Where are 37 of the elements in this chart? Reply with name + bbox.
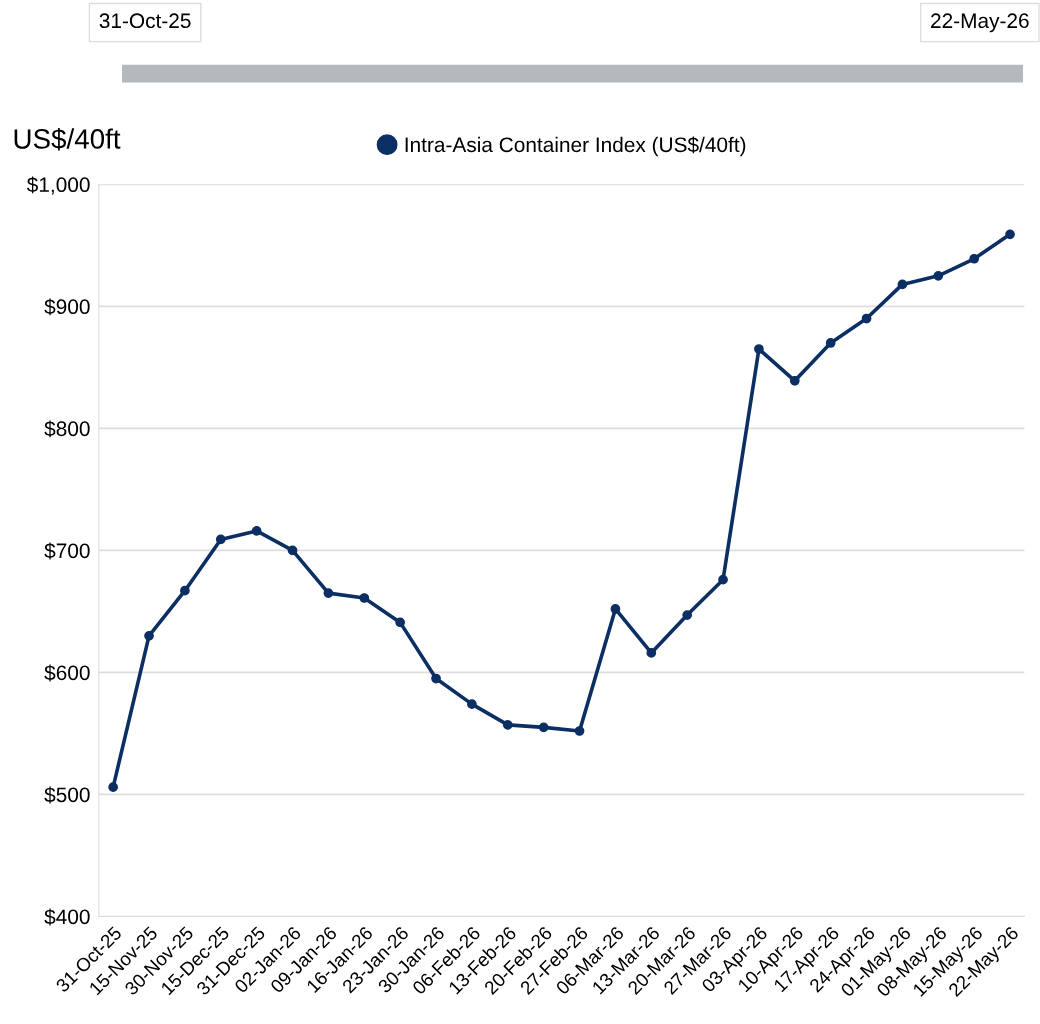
point [251, 526, 262, 536]
y-tick-label: $400 [44, 908, 90, 926]
point [467, 699, 477, 710]
point [861, 313, 872, 324]
text: 31-Oct-25 [99, 13, 191, 29]
y-tick-label: $700 [44, 542, 90, 560]
point [933, 270, 944, 281]
point [180, 585, 190, 596]
point [789, 375, 800, 386]
point [395, 617, 406, 628]
point [646, 648, 657, 658]
point [825, 338, 836, 348]
y-tick-label: $1,000 [26, 176, 90, 195]
y-axis-title: US$/40ft [14, 127, 121, 151]
point [574, 726, 585, 736]
point [108, 782, 119, 792]
point [754, 344, 764, 354]
point [359, 593, 370, 603]
y-tick-label: $600 [44, 664, 90, 682]
point [969, 253, 980, 264]
point [144, 630, 154, 641]
point [610, 604, 621, 614]
point [215, 534, 226, 545]
point [718, 574, 728, 585]
y-tick-label: $800 [44, 420, 90, 438]
y-tick-label: $900 [44, 298, 90, 316]
point [431, 673, 441, 684]
text: 22-May-26 [931, 13, 1029, 33]
point [502, 720, 513, 730]
point [1005, 229, 1015, 240]
point [897, 279, 908, 290]
y-tick-label: $500 [44, 786, 90, 804]
point [538, 722, 549, 733]
legend-label: Intra-Asia Container Index (US$/40ft) [405, 136, 746, 157]
point [682, 610, 693, 620]
point [287, 545, 298, 556]
point [323, 588, 334, 598]
